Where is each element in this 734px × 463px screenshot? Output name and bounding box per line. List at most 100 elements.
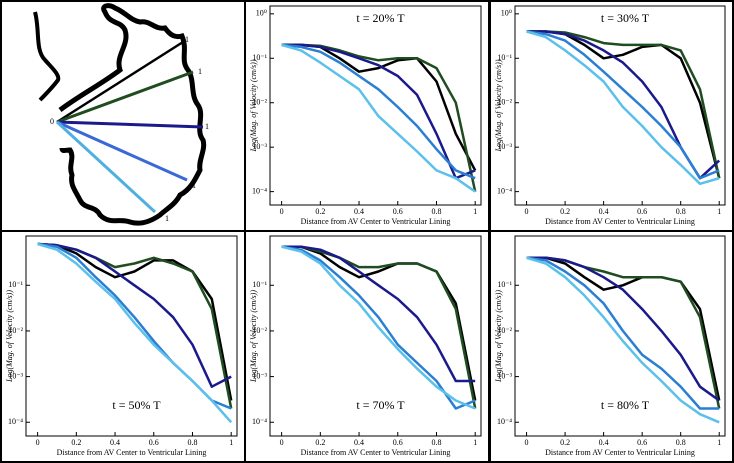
panel-border (244, 0, 490, 232)
valve-leaflet (33, 11, 61, 102)
x-tick-label: 1 (229, 438, 233, 447)
x-tick-label: 1 (717, 207, 721, 216)
panel-border (244, 230, 490, 463)
y-tick-label: 10⁻² (252, 98, 267, 107)
panel-border (489, 230, 734, 463)
x-tick-label: 0.4 (354, 438, 364, 447)
x-tick-label: 0 (280, 438, 284, 447)
end-label: 1 (192, 181, 196, 190)
y-tick-label: 10⁻⁴ (497, 417, 512, 426)
panel-border (489, 0, 734, 232)
chart-title: t = 70% T (356, 398, 405, 412)
x-tick-label: 0.8 (431, 438, 441, 447)
x-tick-label: 0.6 (637, 438, 647, 447)
y-tick-label: 10⁻² (497, 326, 512, 335)
y-tick-label: 10⁰ (501, 9, 512, 18)
plot-frame (514, 235, 726, 437)
series-line (37, 242, 233, 424)
series-line (526, 30, 721, 179)
ray (56, 120, 188, 182)
diagram-panel: 0 1 1 1 1 1 (0, 0, 246, 232)
ray (56, 40, 184, 124)
series-line (281, 245, 476, 410)
y-tick-label: 10⁻¹ (497, 280, 512, 289)
plot-frame (269, 235, 482, 437)
y-axis-label: Log(Mag. of Velocity (cm/s)) (5, 290, 14, 383)
series-line (526, 30, 720, 186)
y-tick-label: 10⁻² (8, 326, 23, 335)
y-tick-label: 10⁻³ (252, 142, 267, 151)
x-axis-label: Distance from AV Center to Ventricular L… (301, 448, 451, 457)
y-tick-label: 10⁻¹ (252, 53, 267, 62)
series-line (37, 242, 233, 409)
series-line (281, 245, 476, 383)
series-line (526, 30, 720, 180)
y-tick-label: 10⁻² (252, 326, 267, 335)
chart-panel: 10⁻¹ 10⁻² 10⁻³ 10⁻⁴ 0 0.2 0.4 0.6 0.8 1 Distance f… (489, 230, 734, 463)
x-tick-label: 0 (280, 207, 284, 216)
center-label: 0 (50, 117, 54, 126)
x-tick-label: 0.4 (599, 438, 609, 447)
x-tick-label: 0.2 (71, 438, 81, 447)
series-line (37, 242, 232, 410)
end-label: 1 (205, 122, 209, 131)
series-line (281, 43, 476, 180)
end-label: 1 (198, 67, 202, 76)
series-line (526, 256, 720, 402)
y-tick-label: 10⁻⁴ (252, 417, 267, 426)
chart-panel: 10⁻¹ 10⁻² 10⁻³ 10⁻⁴ 0 0.2 0.4 0.6 0.8 1 Distance f… (244, 230, 490, 463)
y-tick-label: 10⁻¹ (497, 53, 512, 62)
series-line (281, 43, 476, 193)
x-tick-label: 0 (36, 438, 40, 447)
y-tick-label: 10⁰ (256, 9, 267, 18)
x-axis-label: Distance from AV Center to Ventricular L… (545, 448, 695, 457)
x-tick-label: 0.6 (393, 207, 403, 216)
y-tick-label: 10⁻⁴ (497, 186, 512, 195)
ray (56, 70, 194, 124)
chart-panel: 10⁰ 10⁻¹ 10⁻² 10⁻³ 10⁻⁴ 0 0.2 0.4 0.6 0.8 1 Distanc… (489, 0, 734, 232)
chart-panel: 10⁻¹ 10⁻² 10⁻³ 10⁻⁴ 0 0.2 0.4 0.6 0.8 1 Distance f… (0, 230, 246, 463)
y-axis-label: Log(Mag. of Velocity (cm/s)) (494, 290, 503, 383)
x-tick-label: 0 (525, 438, 529, 447)
y-axis-label: Log(Mag. of Velocity (cm/s)) (249, 59, 258, 152)
series-line (281, 43, 477, 171)
x-tick-label: 0.4 (354, 207, 364, 216)
ventricle-outline (58, 3, 207, 226)
x-tick-label: 0.4 (599, 207, 609, 216)
x-tick-label: 0.4 (110, 438, 120, 447)
y-tick-label: 10⁻³ (497, 371, 512, 380)
y-tick-label: 10⁻³ (497, 142, 512, 151)
end-label: 1 (185, 35, 189, 44)
series-line (526, 256, 721, 401)
series-line (281, 245, 477, 401)
chart-title: t = 30% T (601, 11, 650, 25)
series-line (37, 242, 232, 388)
x-tick-label: 0.2 (315, 207, 325, 216)
plot-frame (514, 5, 726, 206)
y-tick-label: 10⁻² (497, 98, 512, 107)
y-tick-label: 10⁻³ (8, 371, 23, 380)
x-axis-label: Distance from AV Center to Ventricular L… (57, 448, 207, 457)
series-line (526, 256, 720, 410)
y-tick-label: 10⁻¹ (252, 280, 267, 289)
plot-frame (269, 5, 482, 206)
x-tick-label: 1 (473, 207, 477, 216)
x-tick-label: 0.2 (560, 438, 570, 447)
chart-title: t = 50% T (112, 398, 161, 412)
series-line (526, 256, 720, 424)
end-label: 1 (165, 214, 169, 223)
chart-title: t = 80% T (601, 398, 650, 412)
ray (55, 120, 157, 214)
x-tick-label: 0.8 (431, 207, 441, 216)
x-tick-label: 0 (525, 207, 529, 216)
x-tick-label: 0.6 (149, 438, 159, 447)
x-axis-label: Distance from AV Center to Ventricular L… (545, 217, 695, 226)
y-axis-label: Log(Mag. of Velocity (cm/s)) (494, 59, 503, 152)
x-tick-label: 0.2 (560, 207, 570, 216)
y-tick-label: 10⁻³ (252, 371, 267, 380)
y-tick-label: 10⁻¹ (8, 280, 23, 289)
y-tick-label: 10⁻⁴ (252, 186, 267, 195)
x-tick-label: 0.6 (393, 438, 403, 447)
x-axis-label: Distance from AV Center to Ventricular L… (301, 217, 451, 226)
